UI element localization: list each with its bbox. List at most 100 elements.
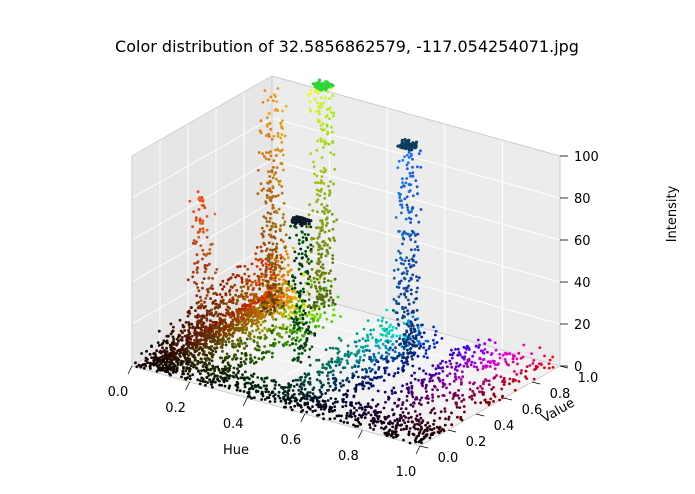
scatter-point <box>335 414 339 418</box>
scatter-point <box>280 140 284 144</box>
scatter-point <box>406 208 410 212</box>
scatter-point <box>492 386 495 389</box>
scatter-point <box>270 331 274 335</box>
scatter-point <box>411 165 414 169</box>
scatter-point <box>391 348 395 352</box>
scatter-point <box>267 396 271 399</box>
z-tick-label: 40 <box>574 276 591 291</box>
scatter-point <box>165 346 169 350</box>
scatter-point <box>273 338 277 341</box>
scatter-point <box>225 352 229 356</box>
scatter-point <box>280 335 284 339</box>
scatter-point <box>196 286 200 289</box>
scatter-point <box>265 273 268 277</box>
scatter-point <box>387 432 391 436</box>
scatter-point <box>400 185 403 189</box>
scatter-point <box>407 183 411 186</box>
scatter-point <box>451 397 455 400</box>
scatter-point <box>378 346 381 350</box>
scatter-point <box>210 383 213 386</box>
scatter-point <box>280 191 284 195</box>
scatter-point <box>235 319 239 323</box>
scatter-point <box>317 405 320 409</box>
scatter-point <box>307 325 311 329</box>
scatter-point <box>470 394 474 398</box>
scatter-point <box>208 252 212 255</box>
scatter-point <box>221 279 225 283</box>
scatter-point <box>407 156 411 159</box>
scatter-point <box>285 327 288 331</box>
scatter-point <box>325 248 329 252</box>
scatter-point <box>195 271 199 274</box>
scatter-point <box>305 260 309 264</box>
scatter-point <box>309 92 312 95</box>
scatter-point <box>300 326 304 330</box>
scatter-point <box>396 318 399 321</box>
scatter-point <box>326 371 330 375</box>
scatter-point <box>308 100 312 104</box>
scatter-point <box>404 289 408 293</box>
scatter-point <box>236 316 240 320</box>
scatter-point <box>290 287 294 291</box>
scatter-point <box>263 326 267 330</box>
scatter-point <box>257 348 261 352</box>
scatter-point <box>260 398 263 401</box>
scatter-point <box>387 352 391 356</box>
scatter-point <box>268 276 272 280</box>
scatter-point <box>302 309 306 313</box>
scatter-point <box>376 417 380 421</box>
scatter-point <box>257 327 260 331</box>
scatter-point <box>206 371 210 375</box>
scatter-point <box>292 396 296 400</box>
scatter-point <box>307 355 311 359</box>
scatter-point <box>364 381 368 385</box>
scatter-point <box>222 328 226 332</box>
scatter-point <box>216 336 220 340</box>
scatter-point <box>357 348 361 352</box>
scatter-point <box>441 359 444 363</box>
scatter-point <box>377 365 381 369</box>
scatter-point <box>228 333 232 336</box>
scatter-point <box>248 331 251 334</box>
scatter-point <box>175 369 179 373</box>
scatter-point <box>317 270 321 273</box>
scatter-point <box>441 381 445 385</box>
scatter-point <box>395 426 398 430</box>
scatter-point <box>330 130 334 134</box>
scatter-point <box>294 339 298 342</box>
scatter-point <box>293 399 297 403</box>
scatter-point <box>266 256 270 260</box>
scatter-point <box>272 93 276 97</box>
scatter-point <box>417 402 421 405</box>
scatter-point <box>290 284 294 288</box>
scatter-point <box>292 327 296 330</box>
scatter-point <box>413 371 416 375</box>
scatter-point <box>195 282 199 286</box>
scatter-point <box>368 366 371 370</box>
scatter-point <box>271 242 275 246</box>
scatter-point <box>286 395 290 399</box>
scatter-point <box>489 397 493 401</box>
scatter-point <box>347 380 351 384</box>
scatter-point <box>181 336 184 339</box>
scatter-point <box>265 134 268 138</box>
x-tick-label: 0.2 <box>165 401 186 416</box>
scatter-point <box>286 270 290 274</box>
scatter-point <box>281 119 284 123</box>
scatter-point <box>277 383 281 387</box>
scatter-point <box>298 376 302 380</box>
scatter-point <box>386 422 390 425</box>
scatter-point <box>176 349 180 353</box>
scatter-point <box>501 394 504 398</box>
scatter-point <box>201 342 205 346</box>
scatter-point <box>368 423 372 427</box>
scatter-point <box>411 315 415 318</box>
scatter-point <box>249 283 253 287</box>
scatter-point <box>269 267 272 271</box>
scatter-point <box>331 254 335 257</box>
scatter-point <box>315 312 319 316</box>
scatter-point <box>258 386 261 389</box>
scatter-point <box>331 410 334 413</box>
scatter-point <box>202 321 206 325</box>
scatter-point <box>465 347 468 351</box>
